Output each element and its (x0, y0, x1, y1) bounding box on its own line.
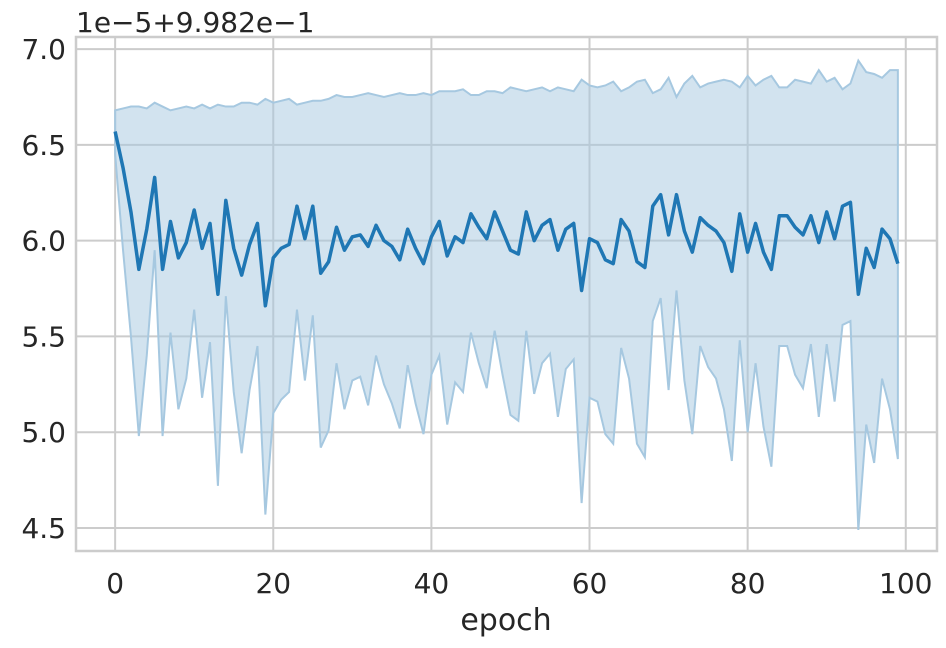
x-tick-label: 80 (730, 567, 766, 600)
y-tick-label: 5.5 (21, 320, 66, 353)
x-tick-label: 100 (879, 567, 932, 600)
y-tick-label: 7.0 (21, 33, 66, 66)
y-tick-label: 6.0 (21, 225, 66, 258)
y-tick-label: 4.5 (21, 512, 66, 545)
offset-text: 1e−5+9.982e−1 (76, 6, 314, 39)
confidence-band (114, 58, 899, 531)
x-tick-label: 60 (572, 567, 608, 600)
y-tick-label: 6.5 (21, 129, 66, 162)
x-tick-label: 0 (106, 567, 124, 600)
x-tick-label: 20 (255, 567, 291, 600)
x-axis-label: epoch (460, 603, 551, 638)
mean-line (113, 131, 900, 308)
y-tick-label: 5.0 (21, 416, 66, 449)
plot-frame (74, 35, 939, 553)
x-tick-label: 40 (414, 567, 450, 600)
